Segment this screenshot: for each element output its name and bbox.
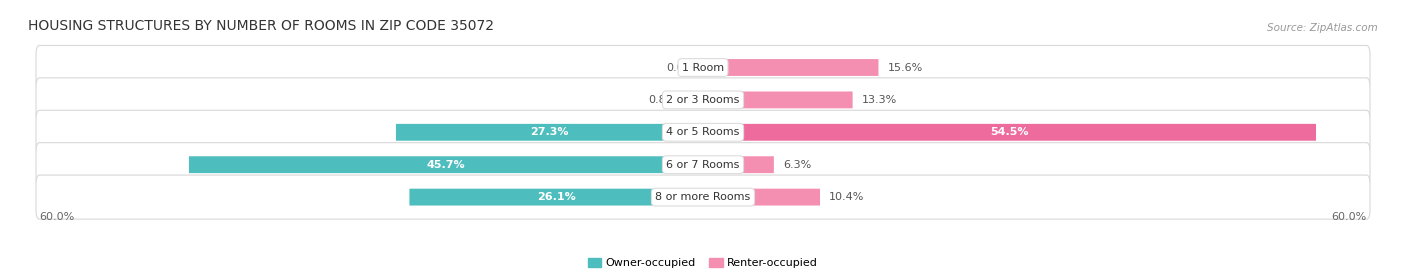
Text: 8 or more Rooms: 8 or more Rooms bbox=[655, 192, 751, 202]
Text: 10.4%: 10.4% bbox=[830, 192, 865, 202]
FancyBboxPatch shape bbox=[396, 124, 703, 141]
Text: 13.3%: 13.3% bbox=[862, 95, 897, 105]
FancyBboxPatch shape bbox=[37, 45, 1369, 90]
Text: 0.88%: 0.88% bbox=[648, 95, 685, 105]
Text: 15.6%: 15.6% bbox=[887, 62, 922, 73]
Text: 60.0%: 60.0% bbox=[1331, 212, 1367, 222]
Text: 6.3%: 6.3% bbox=[783, 160, 811, 170]
Text: 2 or 3 Rooms: 2 or 3 Rooms bbox=[666, 95, 740, 105]
Text: 26.1%: 26.1% bbox=[537, 192, 575, 202]
Text: HOUSING STRUCTURES BY NUMBER OF ROOMS IN ZIP CODE 35072: HOUSING STRUCTURES BY NUMBER OF ROOMS IN… bbox=[28, 19, 494, 32]
Text: 27.3%: 27.3% bbox=[530, 127, 568, 137]
FancyBboxPatch shape bbox=[703, 189, 820, 205]
Text: 4 or 5 Rooms: 4 or 5 Rooms bbox=[666, 127, 740, 137]
Text: 1 Room: 1 Room bbox=[682, 62, 724, 73]
FancyBboxPatch shape bbox=[703, 59, 879, 76]
FancyBboxPatch shape bbox=[37, 78, 1369, 122]
FancyBboxPatch shape bbox=[37, 143, 1369, 187]
Text: Source: ZipAtlas.com: Source: ZipAtlas.com bbox=[1267, 22, 1378, 32]
Text: 45.7%: 45.7% bbox=[426, 160, 465, 170]
FancyBboxPatch shape bbox=[37, 175, 1369, 219]
Text: 54.5%: 54.5% bbox=[990, 127, 1029, 137]
FancyBboxPatch shape bbox=[409, 189, 703, 205]
FancyBboxPatch shape bbox=[693, 92, 703, 108]
FancyBboxPatch shape bbox=[188, 156, 703, 173]
FancyBboxPatch shape bbox=[703, 92, 852, 108]
FancyBboxPatch shape bbox=[37, 110, 1369, 154]
Legend: Owner-occupied, Renter-occupied: Owner-occupied, Renter-occupied bbox=[583, 254, 823, 270]
FancyBboxPatch shape bbox=[703, 124, 1316, 141]
Text: 60.0%: 60.0% bbox=[39, 212, 75, 222]
Text: 6 or 7 Rooms: 6 or 7 Rooms bbox=[666, 160, 740, 170]
FancyBboxPatch shape bbox=[703, 156, 773, 173]
Text: 0.0%: 0.0% bbox=[666, 62, 695, 73]
